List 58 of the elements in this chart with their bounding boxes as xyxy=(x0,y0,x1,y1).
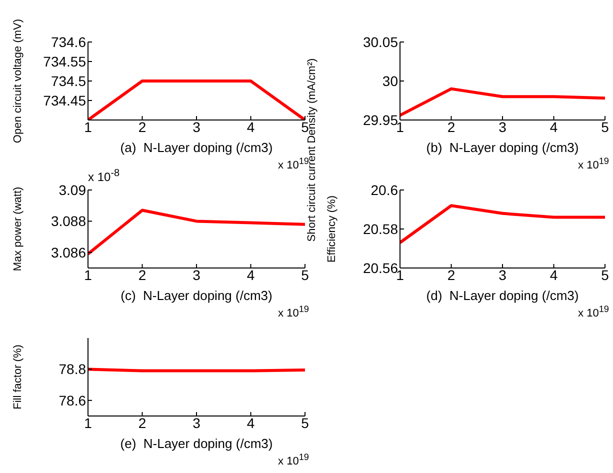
x-tick-label: 5 xyxy=(301,266,310,283)
text: x 10$^{19}$ xyxy=(278,156,309,172)
x-axis-title: (a) N-Layer doping (/cm3) xyxy=(119,140,274,155)
x-tick-label: 3 xyxy=(192,266,201,283)
x-tick-label: 2 xyxy=(447,266,456,283)
x-axis-title: (d) N-Layer doping (/cm3) xyxy=(425,288,580,303)
line-series xyxy=(400,204,605,244)
y-tick-label: 734.6 xyxy=(50,34,86,50)
x-tick-label: 2 xyxy=(138,266,146,283)
x-tick-label: 2 xyxy=(138,414,146,431)
x-tick-label: 3 xyxy=(498,266,507,283)
x-tick-label: 5 xyxy=(301,414,310,431)
y-tick-label: 3.086 xyxy=(50,244,86,260)
line-series xyxy=(400,87,605,117)
y-axis-title: Efficiency (%) xyxy=(326,194,338,265)
line-series xyxy=(88,208,305,256)
y-tick-label: 30.05 xyxy=(362,34,398,50)
x-tick-label: 3 xyxy=(498,118,507,135)
x-tick-label: 5 xyxy=(301,118,310,135)
y-tick-label: 78.6 xyxy=(58,392,86,408)
x-axis-title: (b) N-Layer doping (/cm3) xyxy=(425,140,580,155)
y-tick-label: 734.55 xyxy=(43,53,86,70)
x-tick-label: 1 xyxy=(84,118,92,135)
y-tick-label: 20.56 xyxy=(362,260,398,276)
x-tick-label: 1 xyxy=(84,266,92,283)
x-tick-label: 4 xyxy=(550,118,558,135)
y-tick-label: 3.088 xyxy=(50,213,86,230)
y-tick-label: 20.6 xyxy=(370,182,398,198)
x-tick-label: 3 xyxy=(192,118,201,135)
x-tick-label: 1 xyxy=(84,414,92,431)
x-tick-label: 1 xyxy=(396,118,404,135)
x-tick-label: 4 xyxy=(246,266,255,283)
x-tick-label: 3 xyxy=(192,414,201,431)
y-tick-label: 734.5 xyxy=(50,72,86,89)
text: x 10$^{19}$ xyxy=(278,304,309,320)
y-tick-label: 3.09 xyxy=(58,182,86,198)
y-tick-label: 20.58 xyxy=(362,220,398,237)
y-tick-label: 30 xyxy=(382,72,398,89)
x-tick-label: 4 xyxy=(550,266,558,283)
x-tick-label: 4 xyxy=(246,414,255,431)
y-axis-title: Fill factor (%) xyxy=(12,344,24,412)
text: x 10$^{19}$ xyxy=(578,304,609,320)
y-tick-label: 29.95 xyxy=(362,112,398,128)
x-tick-label: 2 xyxy=(447,118,456,135)
y-tick-label: 78.8 xyxy=(58,361,86,378)
y-axis-title: Max power (watt) xyxy=(12,186,24,274)
x-tick-label: 2 xyxy=(138,118,146,135)
x-tick-label: 5 xyxy=(601,118,610,135)
x-tick-label: 5 xyxy=(601,266,610,283)
y-axis-title: Open circuit voltage (mV) xyxy=(12,18,24,146)
text: x 10$^{-8}$ xyxy=(88,168,120,184)
x-axis-title: (e) N-Layer doping (/cm3) xyxy=(119,436,274,451)
text: x 10$^{19}$ xyxy=(578,156,609,172)
x-axis-title: (c) N-Layer doping (/cm3) xyxy=(120,288,274,303)
text: x 10$^{19}$ xyxy=(278,452,309,468)
x-tick-label: 4 xyxy=(246,118,255,135)
x-tick-label: 1 xyxy=(396,266,404,283)
y-tick-label: 734.45 xyxy=(43,92,86,108)
